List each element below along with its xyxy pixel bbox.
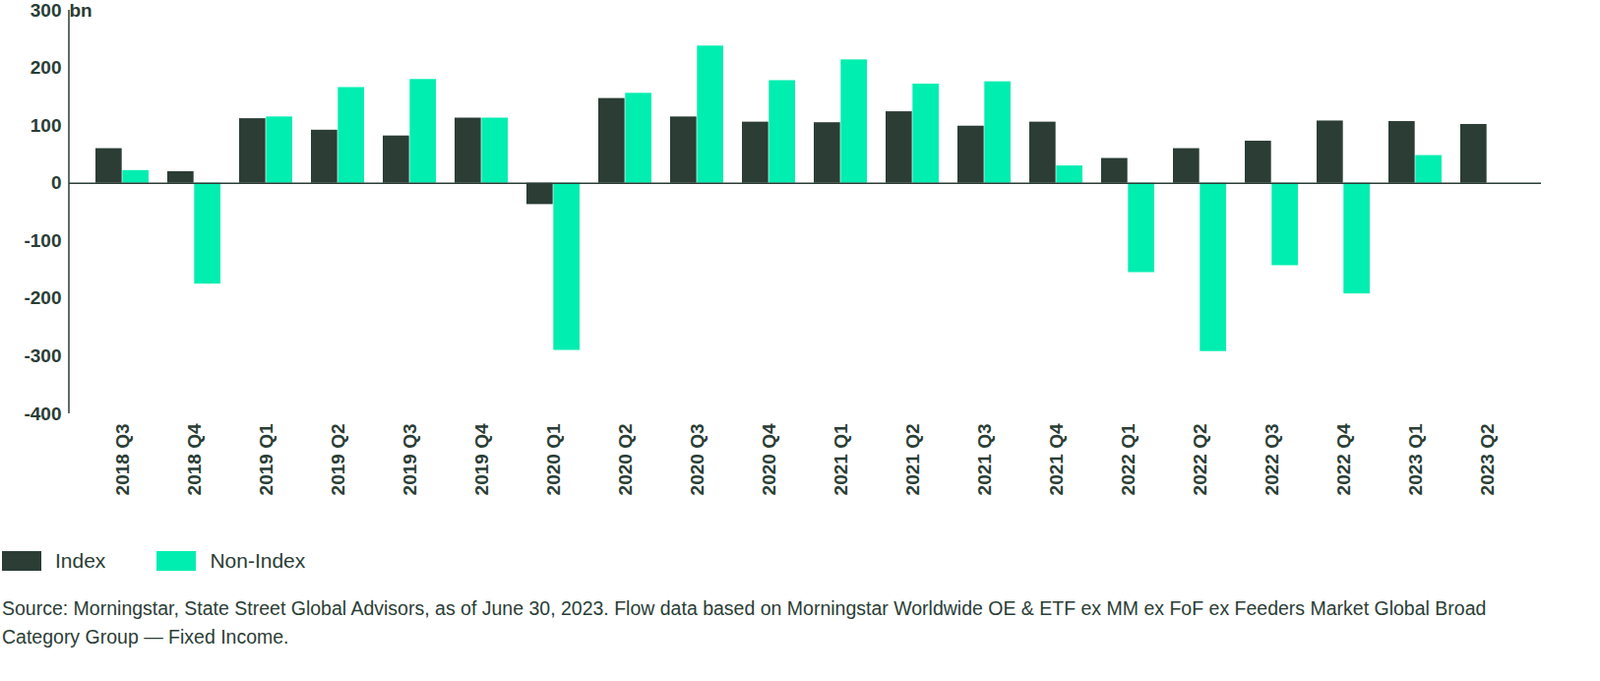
svg-text:2018 Q3: 2018 Q3 (112, 424, 133, 496)
svg-text:2020 Q4: 2020 Q4 (758, 423, 780, 495)
svg-text:2023 Q1: 2023 Q1 (1405, 423, 1426, 495)
svg-text:2021 Q4: 2021 Q4 (1046, 423, 1067, 495)
svg-text:2022 Q4: 2022 Q4 (1333, 423, 1354, 495)
svg-text:2020 Q3: 2020 Q3 (686, 424, 708, 496)
svg-text:2022 Q3: 2022 Q3 (1261, 424, 1283, 496)
svg-text:0: 0 (51, 172, 62, 193)
svg-text:-100: -100 (23, 230, 62, 251)
svg-text:2019 Q3: 2019 Q3 (399, 424, 421, 496)
svg-text:100: 100 (30, 115, 62, 136)
svg-text:2021 Q3: 2021 Q3 (974, 424, 995, 496)
svg-text:2019 Q1: 2019 Q1 (255, 423, 277, 495)
svg-text:-400: -400 (23, 403, 62, 425)
html-text:Source: Morningstar, State Str: Source: Morningstar, State Street Global… (1, 597, 1487, 648)
svg-text:2020 Q1: 2020 Q1 (543, 423, 564, 495)
svg-text:2021 Q1: 2021 Q1 (830, 423, 852, 495)
svg-text:2022 Q2: 2022 Q2 (1189, 424, 1211, 496)
svg-text:200: 200 (30, 57, 62, 78)
svg-text:2018 Q4: 2018 Q4 (184, 423, 205, 495)
svg-text:bn: bn (68, 0, 92, 21)
svg-text:-300: -300 (23, 345, 62, 367)
svg-text:2020 Q2: 2020 Q2 (615, 424, 636, 496)
html-text:Non-Index: Non-Index (209, 549, 306, 572)
svg-text:2023 Q2: 2023 Q2 (1476, 424, 1498, 496)
svg-text:2019 Q4: 2019 Q4 (471, 423, 493, 495)
svg-text:2022 Q1: 2022 Q1 (1117, 423, 1139, 495)
html-text:Index: Index (55, 549, 106, 572)
svg-text:300: 300 (30, 0, 62, 21)
svg-text:2019 Q2: 2019 Q2 (327, 424, 349, 496)
svg-text:-200: -200 (23, 287, 62, 308)
svg-text:2021 Q2: 2021 Q2 (902, 424, 924, 496)
